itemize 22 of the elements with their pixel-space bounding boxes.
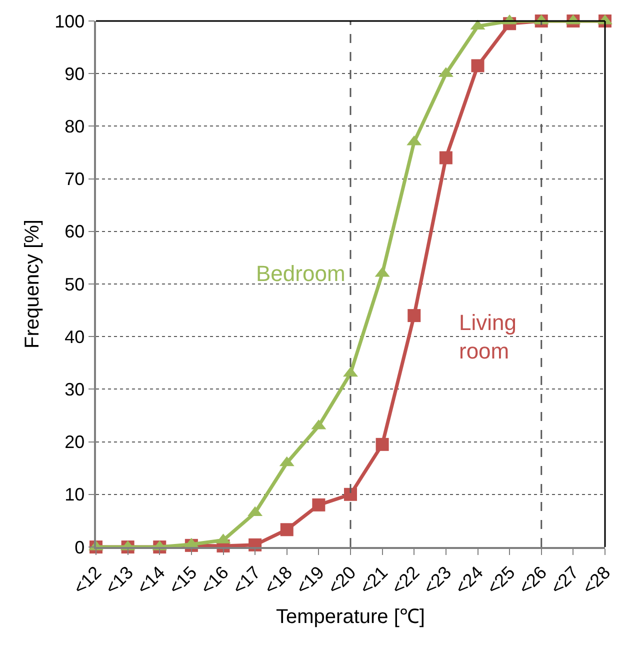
y-tick-label: 40: [64, 326, 85, 347]
point: [280, 523, 294, 536]
y-tick-label: 60: [64, 222, 85, 242]
y-tick-label: 0: [74, 537, 85, 558]
point: [376, 438, 389, 451]
y-tick-label: 20: [64, 432, 85, 452]
series-label: Living room: [459, 310, 516, 364]
point: [439, 151, 452, 164]
y-tick-label: 10: [64, 484, 85, 505]
point: [312, 498, 326, 512]
y-tick-label: 70: [64, 169, 85, 190]
y-tick-label: 50: [64, 274, 85, 294]
y-tick-label: 90: [64, 64, 85, 84]
y-axis-title: Frequency [%]: [22, 220, 44, 348]
point: [408, 309, 421, 322]
y-tick-label: 30: [64, 380, 85, 400]
point: [471, 59, 484, 72]
point: [344, 488, 357, 501]
y-tick-label: 80: [64, 116, 85, 136]
series-label: Bedroom: [256, 261, 346, 286]
x-axis-title: Temperature [℃]: [276, 606, 425, 628]
y-tick-label: 100: [54, 11, 85, 32]
